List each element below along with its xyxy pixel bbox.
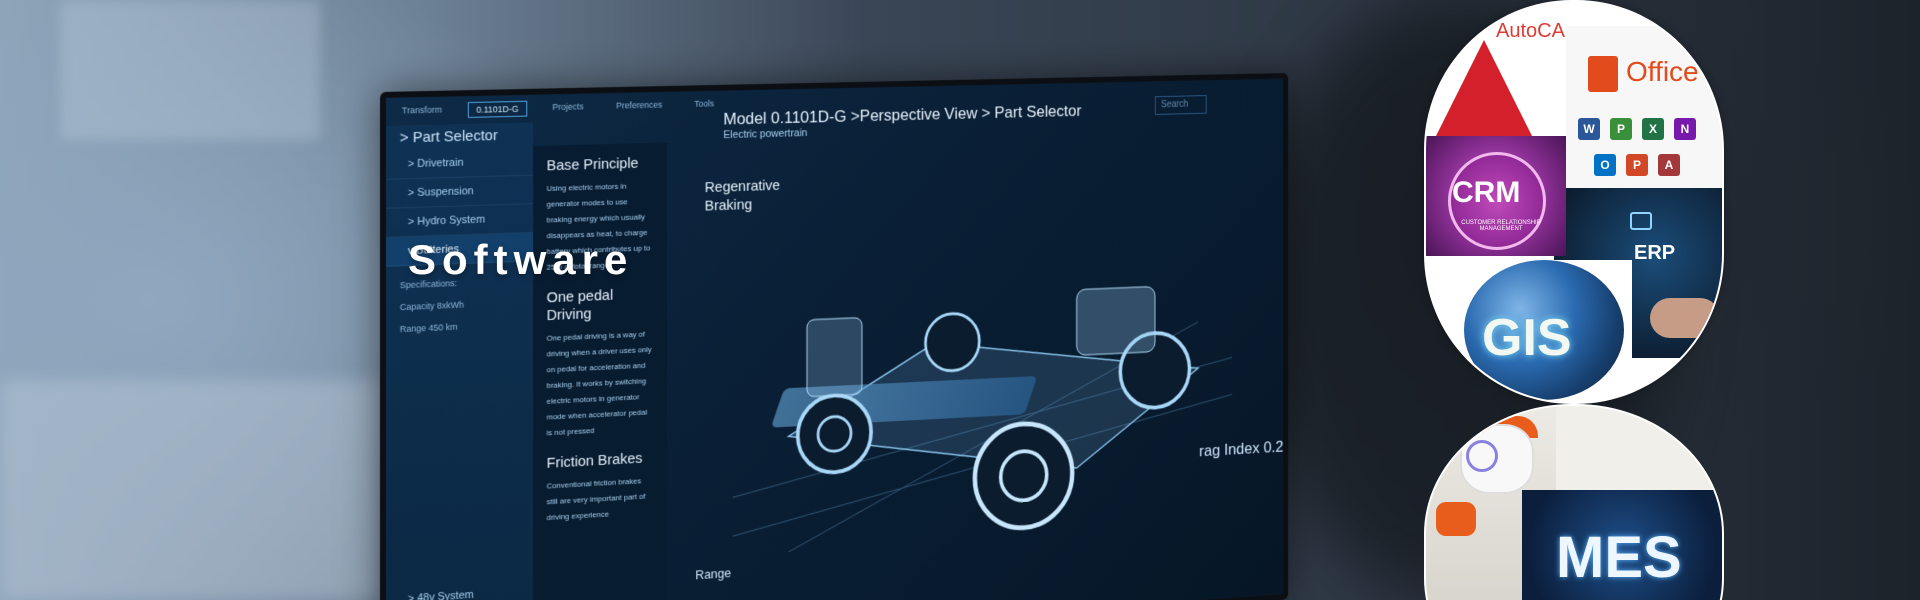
mes-collage: MES bbox=[1424, 404, 1724, 600]
office-logo-icon bbox=[1588, 56, 1618, 92]
mes-tile[interactable]: MES bbox=[1522, 490, 1722, 600]
powerpoint-icon: P bbox=[1626, 154, 1648, 176]
part-selector-panel: > Part Selector > Drivetrain > Suspensio… bbox=[385, 122, 534, 600]
hand-icon bbox=[1650, 298, 1720, 338]
robot-ear-icon bbox=[1466, 440, 1498, 472]
background-window bbox=[60, 0, 320, 140]
drag-index-label: rag Index 0.26 bbox=[1199, 437, 1289, 461]
erp-label: ERP bbox=[1634, 242, 1676, 264]
robot-arm bbox=[1436, 502, 1476, 536]
tab-tools[interactable]: Tools bbox=[694, 98, 715, 109]
project-icon: P bbox=[1610, 118, 1632, 140]
gis-tile[interactable]: GIS bbox=[1462, 260, 1632, 402]
background-desk bbox=[0, 380, 380, 600]
info-heading: One pedal Driving bbox=[546, 286, 614, 325]
crm-label: CRM bbox=[1452, 176, 1521, 209]
office-label: Office bbox=[1626, 56, 1699, 87]
crm-badge bbox=[1448, 152, 1546, 250]
spec-range: Range 450 km bbox=[399, 321, 458, 335]
tab-transform[interactable]: Transform bbox=[401, 104, 442, 116]
access-icon: A bbox=[1658, 154, 1680, 176]
tab-model[interactable]: 0.1101D-G bbox=[467, 100, 528, 118]
sidebar-item-drivetrain[interactable]: > Drivetrain bbox=[385, 147, 534, 180]
search-input[interactable]: Search bbox=[1154, 95, 1207, 115]
gis-label: GIS bbox=[1482, 309, 1572, 367]
autocad-logo-icon bbox=[1434, 40, 1534, 140]
crm-subtitle: CUSTOMER RELATIONSHIP MANAGEMENT bbox=[1461, 220, 1541, 232]
crm-tile[interactable]: CRM CUSTOMER RELATIONSHIP MANAGEMENT bbox=[1426, 136, 1566, 256]
regen-label: Regenrative Braking bbox=[704, 177, 781, 215]
range-label: Range bbox=[695, 565, 732, 583]
software-collage: Office W P X N O P A AutoCAD ERP CRM CUS… bbox=[1424, 0, 1724, 404]
screen-header: Model 0.1101D-G >Perspective View > Part… bbox=[723, 102, 1081, 141]
office-tile[interactable]: Office W P X N O P A bbox=[1556, 26, 1722, 196]
sidebar-item-48v-system[interactable]: > 48v System bbox=[385, 577, 534, 600]
info-text: Conventional friction brakes still are v… bbox=[546, 476, 646, 523]
laptop-screen: Transform 0.1101D-G Projects Preferences… bbox=[380, 72, 1289, 600]
autocad-label: AutoCAD bbox=[1496, 20, 1566, 42]
car-chassis-image bbox=[733, 228, 1232, 556]
tab-projects[interactable]: Projects bbox=[552, 101, 584, 113]
outlook-icon: O bbox=[1594, 154, 1616, 176]
info-heading: Base Principle bbox=[546, 155, 639, 175]
info-text: One pedal driving is a way of driving wh… bbox=[546, 329, 652, 438]
info-panel: Base Principle Using electric motors in … bbox=[533, 142, 667, 600]
tab-preferences[interactable]: Preferences bbox=[616, 99, 663, 111]
mes-label: MES bbox=[1556, 525, 1682, 590]
onenote-icon: N bbox=[1674, 118, 1696, 140]
sidebar-item-suspension[interactable]: > Suspension bbox=[385, 175, 534, 209]
word-icon: W bbox=[1578, 118, 1600, 140]
globe-icon bbox=[1464, 260, 1624, 400]
page-title: Software bbox=[408, 236, 634, 283]
excel-icon: X bbox=[1642, 118, 1664, 140]
cart-icon bbox=[1630, 212, 1652, 230]
screen-tabbar: Transform 0.1101D-G Projects Preferences… bbox=[394, 96, 722, 119]
autocad-tile[interactable]: AutoCAD bbox=[1426, 2, 1566, 142]
info-heading: Friction Brakes bbox=[546, 449, 643, 472]
